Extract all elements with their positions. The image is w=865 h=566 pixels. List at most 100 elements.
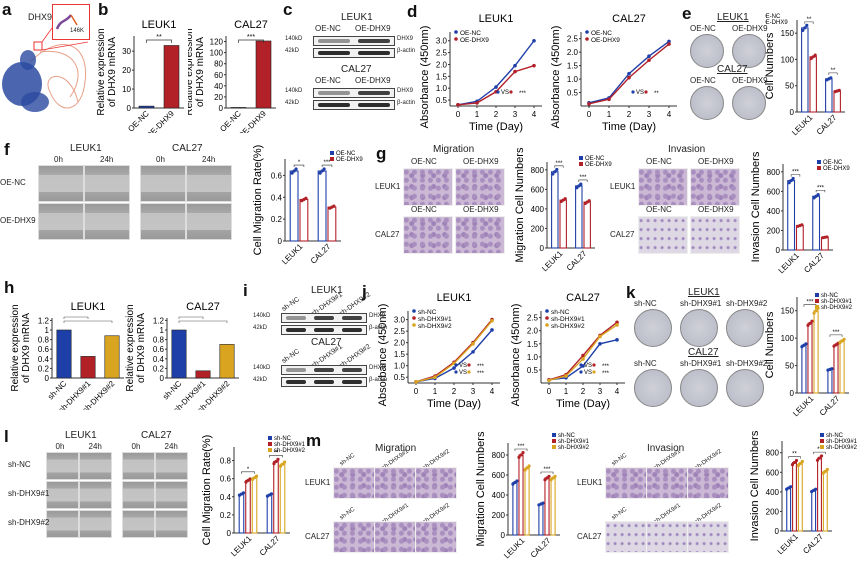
data-point — [282, 460, 287, 464]
wound-image — [79, 481, 112, 509]
y-axis-label-line: of DHX9 mRNA — [21, 313, 32, 383]
wound-image — [79, 452, 112, 480]
significance-bracket — [293, 164, 305, 168]
legend-marker — [454, 30, 458, 34]
y-tick-label: 200 — [492, 511, 506, 520]
panel-label-a: a — [2, 0, 12, 19]
wound-time-label: 24h — [100, 155, 114, 164]
x-tick-label: sh-NC — [161, 379, 184, 402]
significance-label: *** — [579, 175, 587, 181]
y-axis-label-line: Relative expression — [188, 28, 195, 115]
data-point — [547, 474, 551, 478]
significance-label: *** — [247, 34, 255, 41]
x-tick-label: CAL27 — [309, 242, 333, 266]
data-point — [320, 169, 324, 173]
y-tick-label: 2.5 — [394, 327, 406, 336]
x-tick-label: LEUK1 — [502, 536, 527, 561]
y-tick-label: 0.5 — [436, 96, 448, 105]
legend-marker — [585, 37, 589, 41]
blot-lane-label: OE-DHX9 — [355, 24, 391, 33]
vs-label: VS — [459, 363, 467, 369]
legend-label: OE-NC — [591, 30, 612, 37]
x-tick-label: CAL27 — [818, 394, 842, 418]
vs-marker — [579, 363, 583, 367]
x-tick-label: LEUK1 — [280, 242, 305, 267]
bar — [801, 27, 809, 113]
x-tick-label: CAL27 — [565, 249, 589, 273]
wound-image — [155, 452, 188, 480]
chart-title: LEUK1 — [142, 19, 177, 31]
marker-label: 42kD — [285, 48, 300, 54]
colony-dish — [680, 309, 718, 347]
wound-image — [140, 203, 186, 240]
y-tick-label: 3.0 — [436, 37, 448, 46]
y-tick-label: 1 — [45, 326, 50, 335]
data-point — [587, 199, 591, 203]
transwell-col-label: OE-DHX9 — [463, 157, 499, 166]
significance-label: *** — [792, 170, 800, 176]
data-point — [553, 474, 557, 478]
blot-band — [358, 103, 390, 107]
legend-label: OE-DHX9 — [585, 162, 612, 168]
significance-label: *** — [477, 364, 485, 370]
chart-h-leuk1: LEUK1 Relative expressionof DHX9 mRNA 00.2… — [10, 301, 124, 410]
blot-cell-label: CAL27 — [341, 64, 372, 75]
legend-marker — [815, 305, 819, 309]
vs-marker — [454, 363, 458, 367]
significance-label: *** — [602, 371, 610, 377]
transwell-image — [646, 467, 688, 499]
transwell-image — [403, 216, 453, 254]
wound-image — [38, 165, 84, 202]
y-tick-label: 0 — [775, 527, 780, 536]
bar — [786, 487, 792, 532]
transwell-image — [415, 521, 457, 553]
bar — [327, 206, 337, 242]
transwell-col-label: sh-NC — [610, 506, 629, 522]
legend-marker — [579, 162, 583, 166]
significance-bracket — [238, 39, 264, 43]
blot-band — [318, 39, 350, 43]
significance-bracket — [269, 455, 283, 458]
protein-title: DHX9 — [28, 12, 53, 22]
y-tick-label: 0.2 — [220, 511, 232, 520]
x-tick-label: 0 — [456, 110, 461, 119]
chart-g-invasion: Invasion Cell Numbers 0 200 400 600 800 LEUK1 *… — [750, 151, 850, 275]
transwell-row-label: CAL27 — [305, 532, 330, 541]
bar — [812, 195, 821, 251]
vs-marker — [592, 370, 596, 374]
bar — [56, 329, 72, 379]
data-point — [794, 458, 799, 463]
bar — [809, 56, 817, 113]
bar — [289, 170, 299, 242]
y-axis-label: Cell Numbers — [764, 311, 776, 378]
wound-image — [46, 510, 79, 538]
dish-lane-label: sh-DHX9#2 — [726, 359, 768, 368]
panel-label-l: l — [4, 427, 9, 446]
transwell-image — [455, 216, 505, 254]
panel-label-m: m — [306, 431, 322, 450]
transwell-image — [415, 467, 457, 499]
y-tick-label: 2.0 — [436, 60, 448, 69]
significance-bracket — [63, 320, 113, 323]
wound-image — [186, 165, 232, 202]
y-tick-label: 200 — [766, 507, 780, 516]
bar — [801, 344, 807, 394]
data-point — [825, 235, 829, 239]
y-tick-label: 0 — [790, 389, 795, 398]
data-point — [615, 320, 619, 325]
blot-band — [286, 328, 306, 332]
x-tick-label: 4 — [615, 387, 620, 396]
blot-band — [286, 368, 306, 372]
significance-bracket — [178, 316, 204, 319]
wound-image — [155, 510, 188, 538]
wound-image — [46, 452, 79, 480]
bar — [550, 477, 556, 536]
dish-lane-label: sh-DHX9#1 — [680, 299, 722, 308]
chart-m-invasion: Invasion Cell Numbers 0 200 400 600 800 LEUK1 *… — [749, 430, 858, 556]
y-axis-label-line: of DHX9 mRNA — [195, 37, 206, 107]
chart-title: LEUK1 — [437, 292, 472, 304]
protein-structure — [2, 27, 89, 112]
blot-band — [342, 328, 362, 332]
protein-label: DHX9 — [397, 36, 414, 42]
x-tick-label: LEUK1 — [791, 394, 816, 418]
